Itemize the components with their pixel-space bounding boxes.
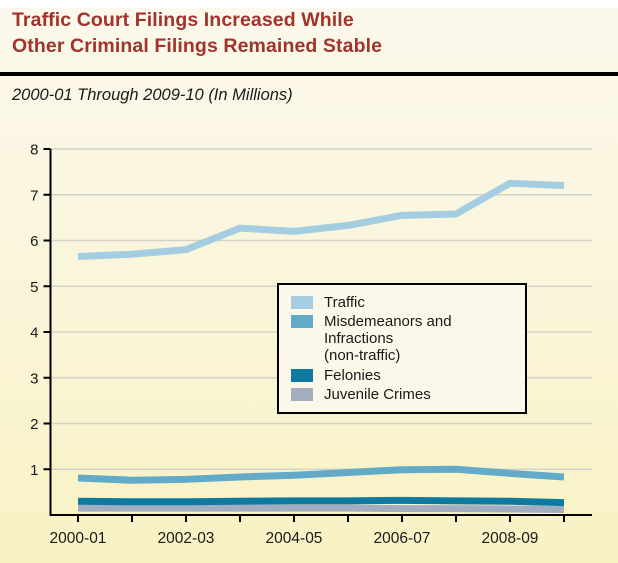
x-tick-label: 2008-09 xyxy=(482,530,539,547)
y-tick-label: 6 xyxy=(30,233,38,250)
y-tick-label: 8 xyxy=(30,142,38,159)
legend-item-felonies: Felonies xyxy=(291,367,513,384)
y-tick-label: 2 xyxy=(30,416,38,433)
series-line-juvenile-crimes xyxy=(78,504,565,514)
series-line-felonies xyxy=(77,496,565,507)
figure: 1 2 3 4 5 6 7 8 2000-01 2002-03 2004-05 2006-07 2008… xyxy=(0,8,618,563)
line-chart: 1 2 3 4 5 6 7 8 2000-01 2002-03 2004-05 2006-07 2008… xyxy=(30,142,592,547)
x-tick-label: 2006-07 xyxy=(374,530,431,547)
x-tick-label: 2004-05 xyxy=(266,530,323,547)
chart-legend: Traffic Misdemeanors and Infractions (non-… xyxy=(277,283,527,414)
legend-swatch-traffic xyxy=(291,296,313,309)
title-line-2: Other Criminal Filings Remained Stable xyxy=(12,34,383,57)
y-tick-label: 5 xyxy=(30,279,38,296)
series-lines xyxy=(77,179,565,514)
legend-swatch-felonies xyxy=(291,368,313,382)
title-divider xyxy=(0,72,618,77)
title-line-1: Traffic Court Filings Increased While xyxy=(12,9,354,31)
legend-item-misdemeanors-and-infractions: Misdemeanors and Infractions (non-traffic… xyxy=(291,313,513,364)
y-axis-ticks-labels: 1 2 3 4 5 6 7 8 xyxy=(30,142,51,479)
legend-label: Felonies xyxy=(324,366,381,384)
y-tick-label: 4 xyxy=(30,325,38,342)
y-tick-label: 7 xyxy=(30,187,38,204)
figure-header: Traffic Court Filings Increased While Oth… xyxy=(0,8,618,105)
x-axis-ticks-labels: 2000-01 2002-03 2004-05 2006-07 2008-09 xyxy=(50,515,565,547)
series-line-traffic xyxy=(77,179,565,261)
legend-label: Traffic xyxy=(324,294,365,311)
figure-title: Traffic Court Filings Increased While Oth… xyxy=(12,8,606,59)
legend-label: Juvenile Crimes xyxy=(324,385,431,403)
figure-subtitle: 2000-01 Through 2009-10 (In Millions) xyxy=(12,86,293,105)
y-tick-label: 1 xyxy=(30,462,38,479)
legend-swatch-juvenile-crimes xyxy=(291,387,313,401)
legend-item-traffic: Traffic xyxy=(291,294,513,311)
series-line-misdemeanors-and-infractions xyxy=(77,465,565,484)
x-tick-label: 2000-01 xyxy=(50,530,107,547)
legend-label: Misdemeanors and Infractions (non-traffic… xyxy=(324,313,452,365)
x-tick-label: 2002-03 xyxy=(158,530,215,547)
legend-item-juvenile-crimes: Juvenile Crimes xyxy=(291,386,513,403)
y-tick-label: 3 xyxy=(30,370,38,387)
legend-swatch-misdemeanors-and-infractions xyxy=(291,315,313,329)
